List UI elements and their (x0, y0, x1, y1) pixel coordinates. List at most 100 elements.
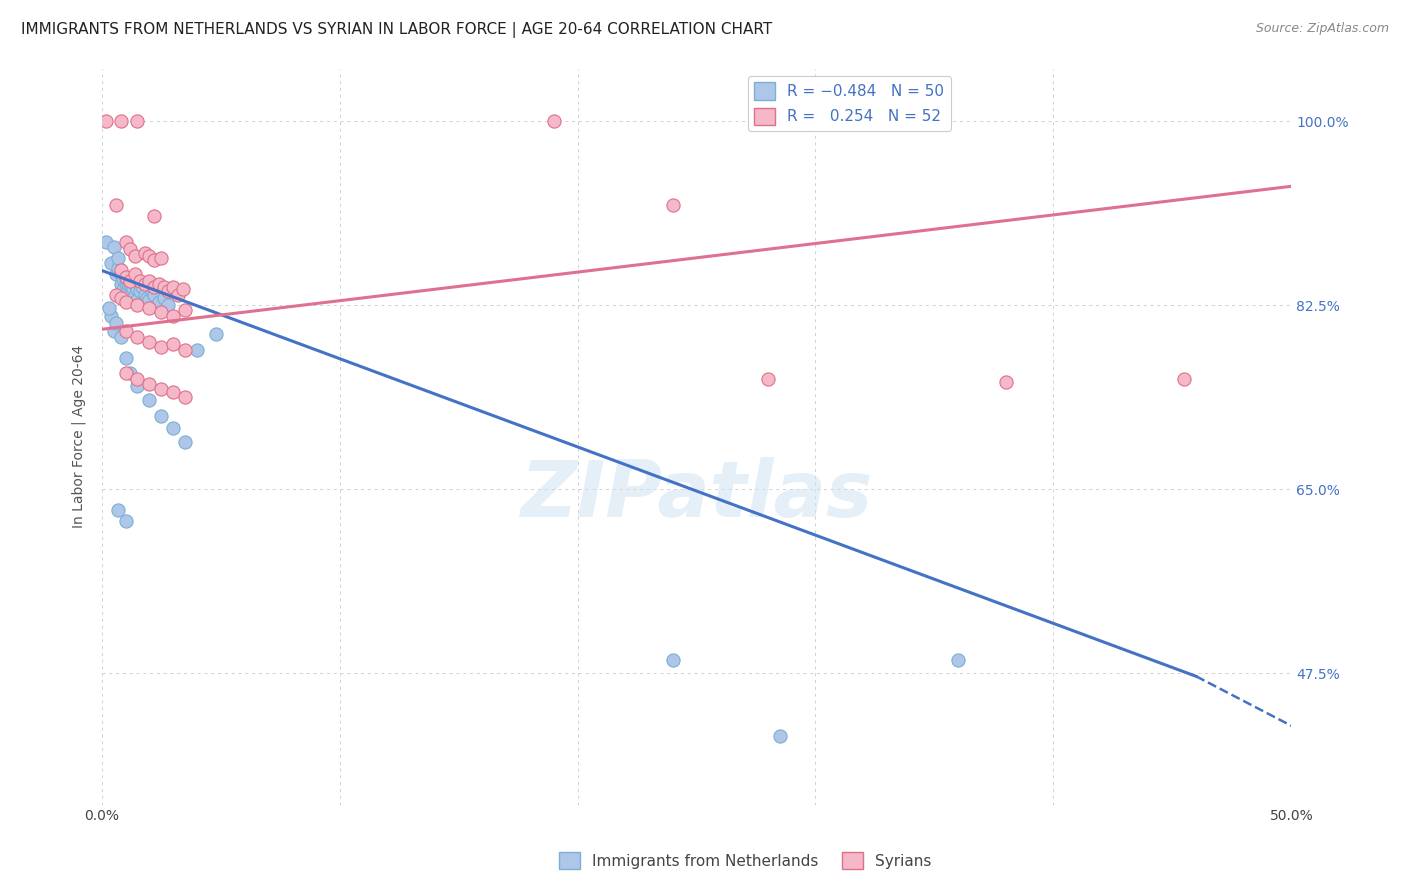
Point (150, 340, 173, 354)
Point (107, 251, 129, 265)
Point (994, 375, 1017, 389)
Point (100, 256, 122, 270)
Point (114, 514, 136, 528)
Point (114, 367, 136, 381)
Point (124, 277, 146, 291)
Point (127, 329, 149, 343)
Point (120, 243, 142, 257)
Point (186, 343, 208, 358)
Point (103, 240, 125, 254)
Point (769, 729, 792, 743)
Point (162, 421, 184, 435)
Point (131, 280, 153, 294)
Point (150, 305, 173, 319)
Point (120, 274, 142, 288)
Point (97, 301, 120, 316)
Point (135, 291, 157, 305)
Point (150, 251, 173, 265)
Point (134, 245, 156, 260)
Point (152, 280, 174, 294)
Point (104, 316, 127, 330)
Point (114, 295, 136, 310)
Point (112, 282, 135, 296)
Point (134, 287, 156, 301)
Point (143, 287, 166, 301)
Point (124, 249, 146, 263)
Point (114, 235, 136, 249)
Point (174, 390, 197, 404)
Point (756, 372, 779, 386)
Point (138, 334, 160, 349)
Point (205, 326, 228, 341)
Point (107, 261, 129, 276)
Point (162, 309, 184, 323)
Point (138, 293, 160, 307)
Point (114, 269, 136, 284)
Point (134, 277, 156, 291)
Point (104, 267, 127, 281)
Point (138, 376, 160, 391)
Point (127, 298, 149, 312)
Point (138, 249, 160, 263)
Point (114, 351, 136, 365)
Point (127, 372, 149, 386)
Point (157, 285, 180, 299)
Point (148, 295, 170, 310)
Point (120, 287, 142, 301)
Text: IMMIGRANTS FROM NETHERLANDS VS SYRIAN IN LABOR FORCE | AGE 20-64 CORRELATION CHA: IMMIGRANTS FROM NETHERLANDS VS SYRIAN IN… (21, 22, 772, 38)
Point (110, 263, 132, 277)
Point (150, 382, 173, 396)
Point (110, 267, 132, 281)
Point (110, 277, 132, 291)
Point (143, 252, 166, 267)
Point (948, 652, 970, 666)
Point (162, 385, 184, 400)
Point (138, 274, 160, 288)
Point (174, 303, 197, 318)
Text: ZIPatlas: ZIPatlas (520, 458, 873, 533)
Point (661, 652, 683, 666)
Point (117, 277, 139, 291)
Y-axis label: In Labor Force | Age 20-64: In Labor Force | Age 20-64 (72, 345, 86, 528)
Point (120, 367, 142, 381)
Point (110, 329, 132, 343)
Point (143, 209, 166, 223)
Point (112, 272, 135, 286)
Point (110, 114, 132, 128)
Point (128, 285, 150, 299)
Point (107, 503, 129, 517)
Legend: Immigrants from Netherlands, Syrians: Immigrants from Netherlands, Syrians (553, 846, 938, 875)
Point (128, 274, 150, 288)
Point (166, 287, 188, 301)
Point (110, 291, 132, 305)
Point (103, 325, 125, 339)
Point (162, 337, 184, 351)
Point (96, 235, 118, 249)
Point (127, 282, 149, 296)
Point (661, 198, 683, 212)
Point (117, 282, 139, 296)
Point (100, 309, 122, 323)
Point (121, 282, 143, 296)
Point (104, 287, 127, 301)
Point (127, 114, 149, 128)
Point (141, 285, 163, 299)
Point (96, 114, 118, 128)
Point (143, 280, 166, 294)
Point (138, 301, 160, 316)
Point (150, 409, 173, 423)
Point (127, 293, 149, 307)
Point (543, 114, 565, 128)
Point (174, 434, 197, 449)
Point (138, 392, 160, 407)
Legend: R = −0.484   N = 50, R =   0.254   N = 52: R = −0.484 N = 50, R = 0.254 N = 52 (748, 76, 950, 131)
Point (148, 277, 170, 291)
Point (157, 298, 180, 312)
Point (120, 277, 142, 291)
Point (114, 325, 136, 339)
Point (1173, 372, 1195, 386)
Point (172, 282, 194, 296)
Point (127, 379, 149, 393)
Point (124, 287, 146, 301)
Point (114, 272, 136, 286)
